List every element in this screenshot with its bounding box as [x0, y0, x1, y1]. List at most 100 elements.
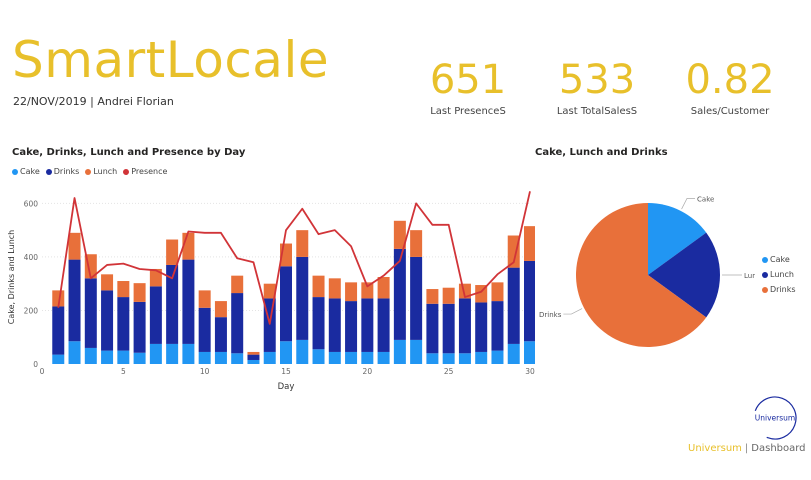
bar-chart[interactable]: 0 200 400 600 0 5 10 15 20 25 30 Day Cake, Drinks an…: [0, 180, 535, 395]
bar-cake: [426, 353, 439, 364]
kpi-last-total-sales[interactable]: 533 Last TotalSalesS: [552, 56, 642, 117]
y-tick-label: 600: [24, 199, 39, 208]
legend-label: Presence: [131, 167, 168, 176]
x-tick-label: 15: [281, 367, 291, 376]
bar-drinks: [426, 303, 439, 354]
bar-lunch: [377, 277, 390, 299]
cake-swatch-icon: [12, 168, 18, 175]
lunch-swatch-icon: [762, 271, 768, 278]
bar-drinks: [247, 354, 260, 360]
bar-cake: [524, 341, 535, 364]
bar-lunch: [410, 230, 423, 257]
bar-lunch: [524, 226, 535, 261]
bar-drinks: [410, 256, 423, 340]
legend-label: Drinks: [770, 285, 796, 294]
bar-drinks: [393, 248, 406, 340]
cake-swatch-icon: [762, 256, 768, 263]
bar-drinks: [214, 317, 227, 352]
bar-cake: [442, 353, 455, 364]
bar-lunch: [117, 281, 130, 298]
y-tick-label: 0: [33, 360, 38, 369]
x-tick-label: 10: [200, 367, 210, 376]
bar-cake: [263, 351, 276, 364]
presence-line: [57, 191, 531, 325]
footer-brand: Universum | Dashboard: [688, 443, 806, 454]
bar-lunch: [198, 290, 211, 308]
bar-drinks: [296, 256, 309, 340]
bar-cake: [280, 341, 292, 364]
bar-lunch: [361, 282, 374, 299]
bar-lunch: [214, 301, 227, 318]
bar-lunch: [393, 220, 406, 249]
bar-lunch: [491, 282, 504, 302]
presence-swatch-icon: [123, 168, 130, 175]
bar-cake: [52, 354, 65, 364]
universum-logo: Universum: [753, 396, 797, 440]
bar-cake: [231, 353, 244, 364]
bar-cake: [117, 350, 130, 364]
footer-separator: |: [744, 443, 749, 454]
footer-brand-name: Universum: [688, 443, 742, 454]
bar-lunch: [312, 275, 325, 298]
bar-lunch: [442, 287, 455, 304]
kpi-value: 533: [558, 57, 636, 103]
bar-lunch: [68, 232, 81, 260]
app-title: SmartLocale: [12, 31, 330, 89]
bar-lunch: [231, 275, 244, 294]
bar-drinks: [491, 301, 504, 351]
bar-cake: [247, 359, 260, 364]
bar-cake: [377, 351, 390, 364]
kpi-label: Last PresenceS: [430, 106, 506, 117]
bar-drinks: [198, 307, 211, 352]
report-subtitle: 22/NOV/2019 | Andrei Florian: [13, 95, 174, 108]
kpi-label: Sales/Customer: [690, 106, 770, 117]
x-tick-label: 0: [40, 367, 45, 376]
bar-lunch: [507, 235, 520, 268]
legend-label: Drinks: [53, 167, 80, 176]
pie-chart[interactable]: Cake Lunch Drinks: [530, 190, 755, 355]
bar-cake: [458, 353, 471, 364]
bar-cake: [198, 351, 211, 364]
bar-drinks: [68, 259, 81, 342]
bar-cake: [68, 341, 81, 364]
bar-drinks: [149, 286, 162, 344]
legend-item-cake[interactable]: Cake: [12, 167, 40, 176]
legend-item-drinks[interactable]: Drinks: [45, 167, 80, 176]
bar-drinks: [524, 260, 535, 342]
bar-drinks: [328, 298, 341, 352]
kpi-last-presence[interactable]: 651 Last PresenceS: [428, 56, 508, 117]
x-tick-label: 30: [525, 367, 535, 376]
slice-label: Drinks: [539, 311, 562, 319]
drinks-swatch-icon: [45, 168, 52, 175]
bar-cake: [345, 351, 358, 364]
legend-item-presence[interactable]: Presence: [123, 167, 167, 176]
bar-drinks: [361, 298, 374, 352]
legend-item-lunch[interactable]: Lunch: [762, 270, 794, 279]
bar-cake: [475, 351, 488, 364]
bar-cake: [507, 343, 520, 364]
bar-drinks: [52, 306, 65, 355]
bar-drinks: [117, 297, 130, 351]
legend-label: Cake: [20, 167, 40, 176]
y-axis-label: Cake, Drinks and Lunch: [7, 230, 16, 324]
kpi-sales-per-customer[interactable]: 0.82 Sales/Customer: [680, 56, 780, 117]
bar-lunch: [296, 230, 309, 257]
bar-cake: [166, 343, 179, 364]
x-tick-label: 5: [121, 367, 126, 376]
x-tick-label: 25: [444, 367, 454, 376]
bar-lunch: [52, 290, 65, 307]
bar-cake: [149, 343, 162, 364]
bar-drinks: [345, 301, 358, 352]
bar-lunch: [345, 282, 358, 302]
bar-cake: [84, 347, 97, 364]
legend-item-lunch[interactable]: Lunch: [85, 167, 117, 176]
bar-cake: [182, 343, 195, 364]
legend-item-drinks[interactable]: Drinks: [762, 285, 796, 294]
pie-slice-lunch: [648, 232, 720, 318]
legend-item-cake[interactable]: Cake: [762, 255, 790, 264]
y-tick-label: 200: [24, 306, 39, 315]
slice-label: Lunch: [744, 272, 755, 280]
bar-drinks: [84, 278, 97, 348]
bar-chart-legend: Cake Drinks Lunch Presence: [12, 167, 167, 176]
bar-chart-title: Cake, Drinks, Lunch and Presence by Day: [12, 147, 246, 158]
